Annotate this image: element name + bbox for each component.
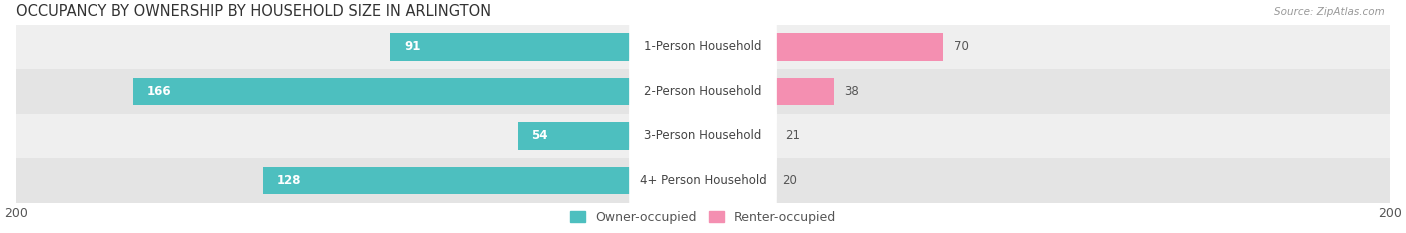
Text: 38: 38 xyxy=(844,85,859,98)
FancyBboxPatch shape xyxy=(628,100,778,172)
FancyBboxPatch shape xyxy=(628,144,778,217)
Bar xyxy=(703,167,772,194)
Legend: Owner-occupied, Renter-occupied: Owner-occupied, Renter-occupied xyxy=(565,206,841,229)
Bar xyxy=(263,167,703,194)
Bar xyxy=(391,33,703,61)
Text: Source: ZipAtlas.com: Source: ZipAtlas.com xyxy=(1274,7,1385,17)
Bar xyxy=(15,24,1391,69)
Bar xyxy=(703,122,775,150)
Text: 70: 70 xyxy=(953,40,969,53)
Bar xyxy=(15,114,1391,158)
FancyBboxPatch shape xyxy=(628,11,778,83)
Text: 2-Person Household: 2-Person Household xyxy=(644,85,762,98)
Bar xyxy=(703,33,943,61)
Bar xyxy=(134,78,703,105)
Text: OCCUPANCY BY OWNERSHIP BY HOUSEHOLD SIZE IN ARLINGTON: OCCUPANCY BY OWNERSHIP BY HOUSEHOLD SIZE… xyxy=(15,4,491,19)
Text: 1-Person Household: 1-Person Household xyxy=(644,40,762,53)
Text: 128: 128 xyxy=(277,174,302,187)
Bar xyxy=(517,122,703,150)
Text: 91: 91 xyxy=(404,40,420,53)
Text: 166: 166 xyxy=(146,85,172,98)
Text: 21: 21 xyxy=(786,129,800,142)
Bar xyxy=(15,158,1391,203)
Bar xyxy=(703,78,834,105)
Text: 3-Person Household: 3-Person Household xyxy=(644,129,762,142)
Text: 54: 54 xyxy=(531,129,548,142)
Text: 20: 20 xyxy=(782,174,797,187)
Bar xyxy=(15,69,1391,114)
Text: 4+ Person Household: 4+ Person Household xyxy=(640,174,766,187)
FancyBboxPatch shape xyxy=(628,55,778,127)
